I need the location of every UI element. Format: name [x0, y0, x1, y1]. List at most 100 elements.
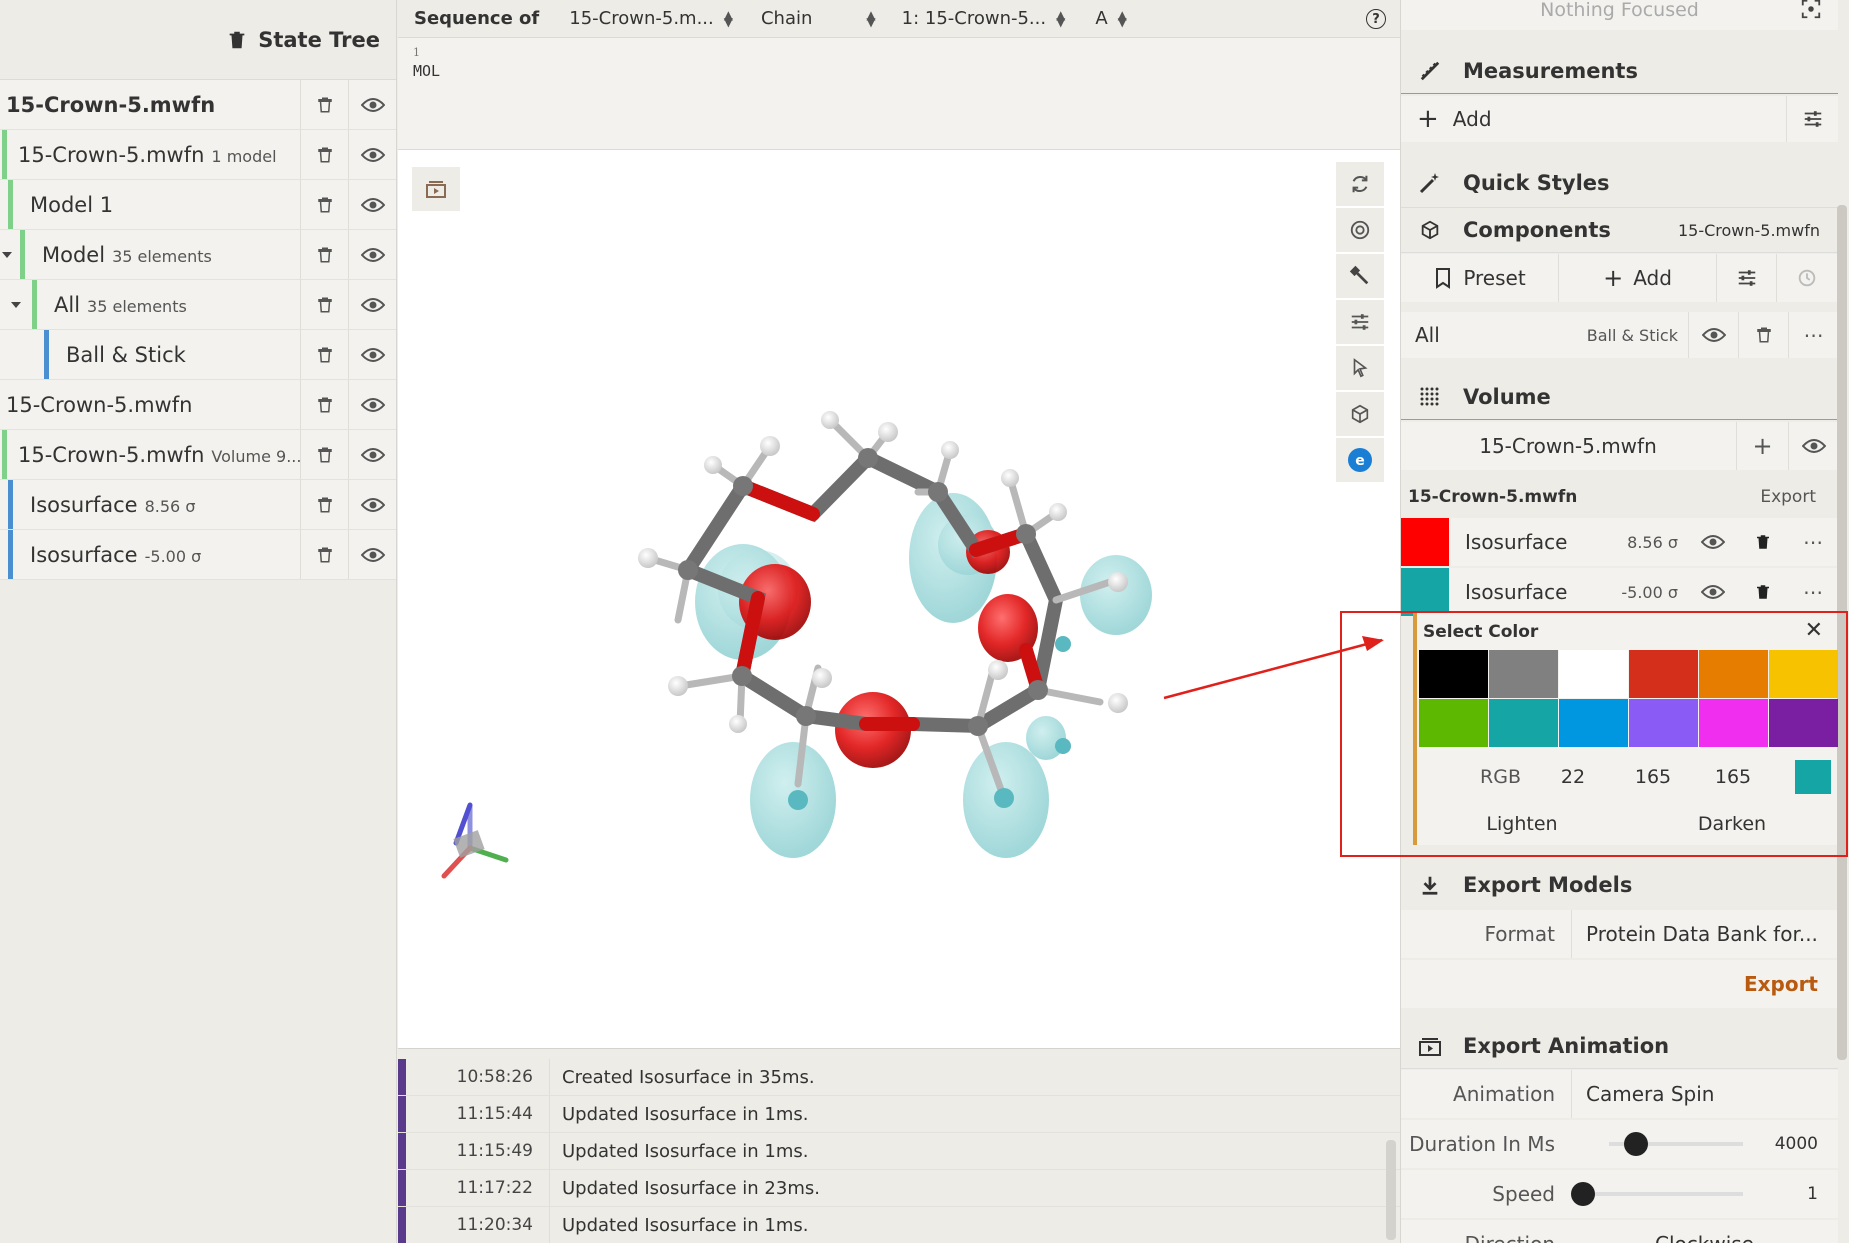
isosurface-row[interactable]: Isosurface -5.00 σ ⋯	[1401, 568, 1838, 616]
trash-icon[interactable]	[300, 530, 348, 579]
format-select[interactable]: Protein Data Bank for...	[1571, 910, 1818, 958]
trash-icon[interactable]	[300, 480, 348, 529]
component-item-all[interactable]: All Ball & Stick ⋯	[1401, 312, 1838, 358]
trash-icon[interactable]	[300, 180, 348, 229]
visibility-icon[interactable]	[348, 330, 396, 379]
blue-input[interactable]: 165	[1714, 766, 1752, 788]
visibility-icon[interactable]	[348, 230, 396, 279]
color-swatch[interactable]	[1489, 650, 1558, 698]
component-add-button[interactable]: + Add	[1559, 254, 1717, 302]
chain-select[interactable]: A ▲ ▼	[1095, 8, 1127, 29]
trash-icon[interactable]	[300, 380, 348, 429]
tree-item-ball-stick[interactable]: Ball & Stick	[0, 330, 396, 380]
more-icon[interactable]: ⋯	[1803, 580, 1823, 604]
more-icon[interactable]: ⋯	[1788, 312, 1838, 358]
red-input[interactable]: 22	[1560, 766, 1586, 788]
direction-select[interactable]: Clockwise	[1571, 1232, 1754, 1243]
component-options-button[interactable]	[1717, 254, 1777, 302]
3d-viewport[interactable]: e	[398, 150, 1400, 1048]
focus-target-icon[interactable]	[1800, 0, 1822, 25]
sequence-residue[interactable]: MOL	[413, 62, 441, 80]
volume-add-button[interactable]: +	[1736, 422, 1788, 470]
visibility-icon[interactable]	[348, 80, 396, 129]
color-swatch[interactable]	[1559, 699, 1628, 747]
color-swatch[interactable]	[1419, 650, 1488, 698]
tree-item-model-1[interactable]: Model 1	[0, 180, 396, 230]
trash-icon[interactable]	[300, 430, 348, 479]
trash-icon[interactable]	[300, 330, 348, 379]
color-swatch[interactable]	[1629, 699, 1698, 747]
mode-select[interactable]: Chain ▲ ▼	[761, 8, 876, 29]
visibility-icon[interactable]	[348, 480, 396, 529]
isosurface-color-button[interactable]	[1401, 568, 1449, 616]
color-swatch[interactable]	[1419, 699, 1488, 747]
animation-select[interactable]: Camera Spin	[1571, 1070, 1714, 1118]
visibility-icon[interactable]	[1788, 422, 1838, 470]
components-header[interactable]: Components 15-Crown-5.mwfn	[1401, 207, 1838, 253]
visibility-icon[interactable]	[348, 130, 396, 179]
component-history-button[interactable]	[1777, 254, 1837, 302]
visibility-icon[interactable]	[1688, 568, 1738, 616]
log-scrollbar[interactable]	[1386, 1140, 1396, 1240]
preset-button[interactable]: Preset	[1401, 254, 1559, 302]
measurements-header[interactable]: Measurements	[1401, 48, 1838, 94]
color-swatch[interactable]	[1629, 650, 1698, 698]
isosurface-row[interactable]: Isosurface 8.56 σ ⋯	[1401, 518, 1838, 566]
export-animation-header[interactable]: Export Animation	[1401, 1023, 1838, 1069]
help-button[interactable]: e	[1336, 438, 1384, 482]
tree-item-volume[interactable]: 15-Crown-5.mwfn Volume 9...	[0, 430, 396, 480]
quick-styles-header[interactable]: Quick Styles	[1401, 160, 1838, 206]
measurement-add-button[interactable]: + Add	[1401, 96, 1492, 142]
visibility-icon[interactable]	[348, 530, 396, 579]
tools-button[interactable]	[1336, 254, 1384, 298]
trash-icon[interactable]	[300, 80, 348, 129]
volume-header[interactable]: Volume	[1401, 374, 1838, 420]
trash-icon[interactable]	[300, 280, 348, 329]
more-icon[interactable]: ⋯	[1803, 530, 1823, 554]
color-swatch[interactable]	[1699, 650, 1768, 698]
close-icon[interactable]: ✕	[1804, 618, 1823, 643]
green-input[interactable]: 165	[1634, 766, 1672, 788]
duration-slider-thumb[interactable]	[1623, 1132, 1648, 1156]
lighten-button[interactable]: Lighten	[1486, 813, 1558, 835]
expand-caret-icon[interactable]	[11, 302, 21, 308]
tree-item-model[interactable]: Model 35 elements	[0, 230, 396, 280]
color-swatch[interactable]	[1489, 699, 1558, 747]
expand-caret-icon[interactable]	[2, 252, 12, 258]
volume-source-label[interactable]: 15-Crown-5.mwfn	[1479, 434, 1657, 458]
screenshot-button[interactable]	[1336, 208, 1384, 252]
trash-icon[interactable]	[1738, 312, 1788, 358]
color-swatch[interactable]	[1769, 650, 1838, 698]
toggle-panels-button[interactable]	[412, 167, 460, 211]
color-swatch[interactable]	[1769, 699, 1838, 747]
export-models-button[interactable]: Export	[1743, 972, 1818, 996]
rgb-mode-label[interactable]: RGB	[1480, 766, 1521, 788]
reset-camera-button[interactable]	[1336, 162, 1384, 206]
isosurface-color-button[interactable]	[1401, 518, 1449, 566]
right-panel-scrollbar[interactable]	[1837, 205, 1847, 1060]
darken-button[interactable]: Darken	[1697, 813, 1767, 835]
entity-select[interactable]: 1: 15-Crown-5... ▲ ▼	[902, 8, 1066, 29]
trash-icon[interactable]	[1738, 568, 1788, 616]
visibility-icon[interactable]	[348, 180, 396, 229]
settings-button[interactable]	[1336, 300, 1384, 344]
selection-mode-button[interactable]	[1336, 346, 1384, 390]
help-icon[interactable]: ?	[1366, 9, 1386, 29]
visibility-icon[interactable]	[348, 430, 396, 479]
ar-mode-button[interactable]	[1336, 392, 1384, 436]
duration-slider[interactable]	[1609, 1142, 1743, 1146]
trash-icon[interactable]	[226, 29, 248, 51]
visibility-icon[interactable]	[348, 280, 396, 329]
tree-item-isosurface-neg[interactable]: Isosurface -5.00 σ	[0, 530, 396, 580]
color-swatch[interactable]	[1559, 650, 1628, 698]
volume-export-button[interactable]: Export	[1760, 487, 1816, 507]
tree-item-root-file[interactable]: 15-Crown-5.mwfn	[0, 80, 396, 130]
speed-slider[interactable]	[1583, 1192, 1743, 1196]
tree-item-file-model[interactable]: 15-Crown-5.mwfn 1 model	[0, 130, 396, 180]
export-models-header[interactable]: Export Models	[1401, 862, 1838, 908]
tree-item-volume-file[interactable]: 15-Crown-5.mwfn	[0, 380, 396, 430]
trash-icon[interactable]	[1738, 518, 1788, 566]
tree-item-all[interactable]: All 35 elements	[0, 280, 396, 330]
speed-slider-thumb[interactable]	[1571, 1182, 1595, 1206]
structure-select[interactable]: 15-Crown-5.m... ▲ ▼	[569, 8, 733, 29]
